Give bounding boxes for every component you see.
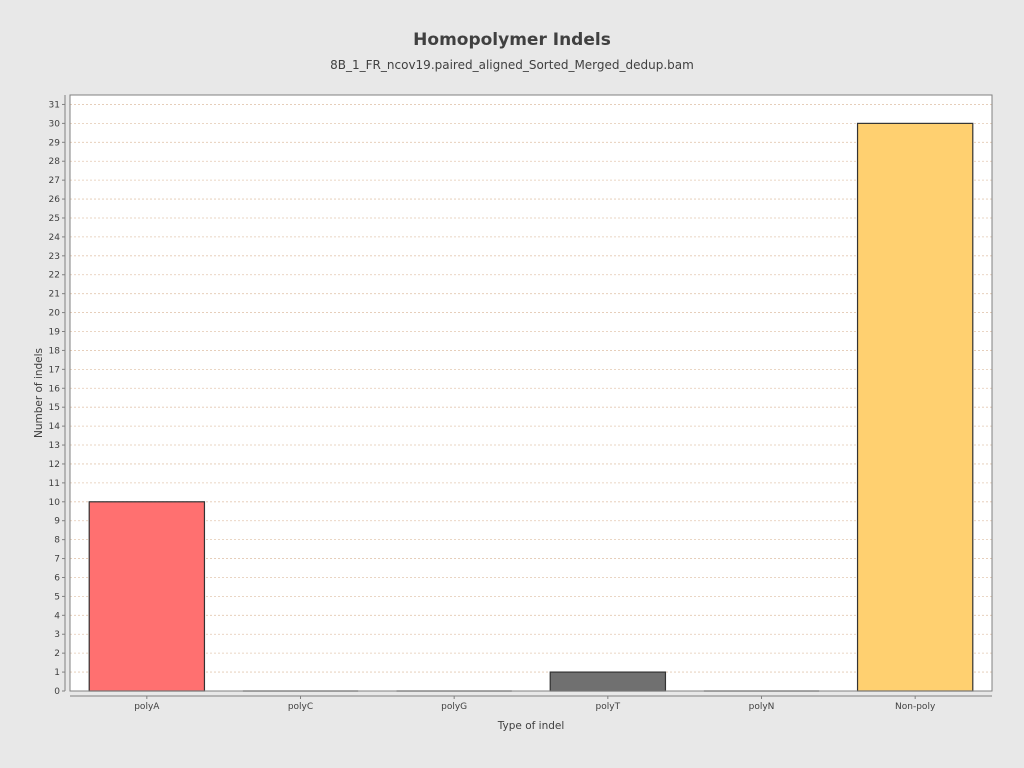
- y-axis-title: Number of indels: [33, 348, 45, 438]
- y-tick-label: 28: [49, 157, 61, 167]
- x-axis-ticks: polyA polyC polyG polyT polyN Non-poly: [134, 696, 936, 712]
- y-tick-label: 27: [49, 176, 60, 186]
- x-tick-label: polyA: [134, 702, 160, 712]
- y-tick-label: 26: [49, 195, 61, 205]
- y-tick-label: 7: [54, 555, 60, 565]
- bar-polyA: [88, 501, 206, 692]
- y-tick-label: 22: [49, 271, 60, 281]
- y-tick-label: 18: [49, 346, 61, 356]
- x-tick-label: polyT: [596, 702, 621, 712]
- y-tick-label: 25: [49, 214, 60, 224]
- plot-border: [69, 94, 993, 692]
- y-tick-label: 1: [54, 668, 60, 678]
- gridlines: [70, 104, 992, 692]
- y-tick-label: 14: [49, 422, 61, 432]
- x-tick-label: polyG: [441, 702, 467, 712]
- bar-polyT: [549, 671, 667, 692]
- y-tick-label: 15: [49, 403, 60, 413]
- y-tick-label: 30: [49, 119, 61, 129]
- y-tick-label: 2: [54, 649, 60, 659]
- x-axis-title: Type of indel: [497, 720, 565, 732]
- bars: [88, 122, 974, 692]
- plot-area: [70, 95, 992, 691]
- y-axis-ticks: 0123456789101112131415161718192021222324…: [49, 100, 65, 697]
- y-tick-label: 23: [49, 252, 60, 262]
- y-tick-label: 19: [49, 328, 61, 338]
- y-tick-label: 9: [54, 517, 60, 527]
- bar-Non-poly: [856, 122, 974, 692]
- y-tick-label: 20: [49, 309, 61, 319]
- y-tick-label: 16: [49, 384, 61, 394]
- x-tick-label: polyN: [749, 702, 775, 712]
- y-tick-label: 5: [54, 592, 60, 602]
- y-tick-label: 24: [49, 233, 61, 243]
- y-tick-label: 13: [49, 441, 60, 451]
- y-tick-label: 21: [49, 290, 60, 300]
- y-tick-label: 6: [54, 573, 60, 583]
- chart-title: Homopolymer Indels: [413, 30, 611, 50]
- y-tick-label: 10: [49, 498, 61, 508]
- y-tick-label: 3: [54, 630, 60, 640]
- y-tick-label: 0: [54, 687, 60, 697]
- y-tick-label: 12: [49, 460, 60, 470]
- y-tick-label: 29: [49, 138, 61, 148]
- y-tick-label: 11: [49, 479, 60, 489]
- x-tick-label: polyC: [288, 702, 313, 712]
- y-tick-label: 17: [49, 365, 60, 375]
- y-tick-label: 31: [49, 100, 60, 110]
- y-tick-label: 4: [54, 611, 60, 621]
- y-tick-label: 8: [54, 536, 60, 546]
- x-tick-label: Non-poly: [895, 702, 936, 712]
- chart-subtitle: 8B_1_FR_ncov19.paired_aligned_Sorted_Mer…: [330, 58, 694, 72]
